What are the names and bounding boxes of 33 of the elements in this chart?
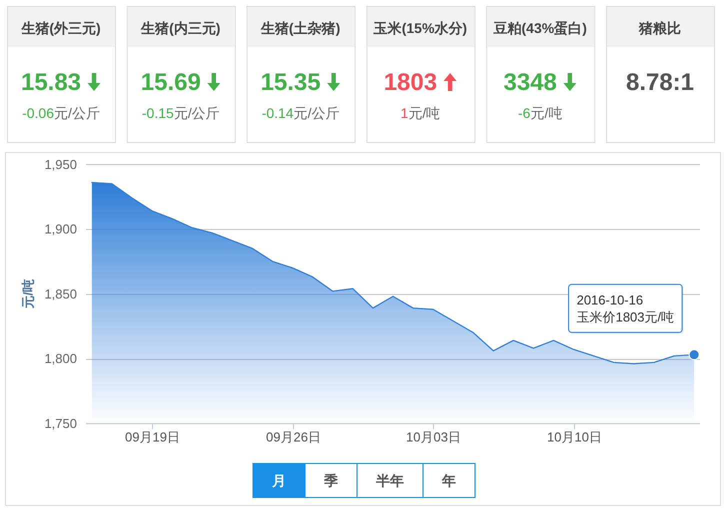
x-tick-label: 10月03日 — [406, 429, 461, 444]
y-tick-label: 1,950 — [44, 156, 77, 172]
x-tick-label: 10月10日 — [547, 429, 602, 444]
tooltip: 2016-10-16 玉米价1803元/吨 — [568, 284, 684, 334]
data-label: 1元/吨 — [400, 105, 440, 121]
range-button: 年 — [422, 463, 476, 498]
y-tick-label: 1,800 — [44, 351, 77, 366]
data-label: -0.15元/公斤 — [142, 105, 220, 121]
category-label: 生猪(外三元) — [20, 20, 101, 36]
category-label: 豆粕(43%蛋白) — [492, 20, 587, 36]
data-label: -6元/吨 — [518, 105, 562, 121]
category-label: 生猪(土杂猪) — [260, 20, 340, 36]
data-label: -0.06元/公斤 — [22, 105, 100, 121]
y-tick-label: 1,750 — [44, 416, 77, 431]
y-axis-title: 元/吨 — [20, 278, 36, 310]
y-tick-label: 1,850 — [44, 286, 77, 302]
y-tick-label: 1,900 — [44, 222, 77, 237]
card: 豆粕(43%蛋白) 3348 -6元/吨 — [486, 6, 596, 143]
annotation: 2016-10-16 玉米价1803元/吨 — [576, 292, 674, 324]
x-tick-label: 09月26日 — [266, 429, 321, 444]
card: 猪粮比 8.78:1 — [606, 6, 715, 143]
data-label: -0.14元/公斤 — [262, 105, 340, 121]
category-label: 玉米(15%水分) — [372, 20, 468, 36]
x-tick-label: 09月19日 — [125, 429, 180, 444]
card: 生猪(外三元) 15.83 -0.06元/公斤 — [7, 6, 116, 143]
category-label: 生猪(内三元) — [140, 20, 220, 36]
card: 生猪(内三元) 15.69 -0.15元/公斤 — [126, 6, 236, 143]
card: 玉米(15%水分) 1803 1元/吨 — [366, 6, 476, 143]
range-button: 季 — [304, 463, 358, 498]
category-label: 猪粮比 — [638, 20, 681, 36]
range-button: 月 — [252, 463, 306, 498]
card: 生猪(土杂猪) 15.35 -0.14元/公斤 — [246, 6, 356, 143]
range-button: 半年 — [356, 463, 424, 498]
